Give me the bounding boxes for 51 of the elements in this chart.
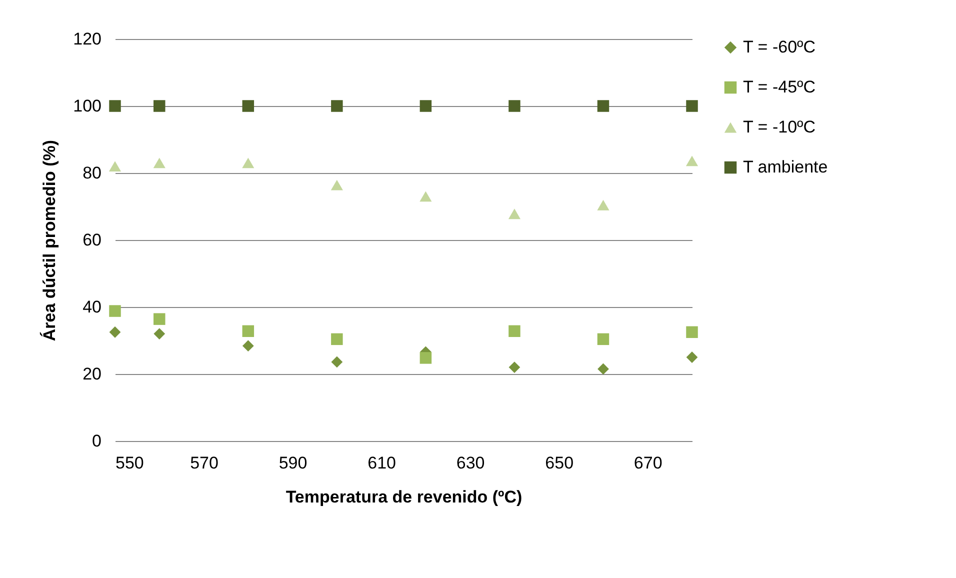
point	[597, 100, 610, 112]
point	[242, 325, 254, 337]
legend-label: T = -45ºC	[743, 78, 816, 96]
point	[597, 333, 610, 346]
y-tick-label: 60	[82, 230, 102, 250]
point	[686, 352, 698, 363]
legend-label: T = -60ºC	[743, 38, 816, 56]
point	[508, 362, 520, 373]
x-axis-title: Temperatura de revenido (ºC)	[286, 488, 522, 506]
legend-label: T ambiente	[743, 158, 828, 176]
point	[508, 325, 520, 337]
point	[108, 161, 122, 172]
point	[109, 305, 121, 317]
point	[420, 100, 432, 112]
x-tick-label: 650	[545, 454, 574, 472]
point	[331, 356, 343, 368]
x-tick-label: 630	[456, 454, 485, 472]
point	[686, 156, 698, 166]
y-axis-title: Área dúctil promedio (%)	[39, 140, 60, 342]
point	[420, 352, 432, 364]
point	[598, 363, 609, 375]
x-tick-label: 570	[190, 454, 218, 472]
point	[154, 313, 166, 325]
x-tick-label: 550	[116, 454, 144, 472]
y-tick-label: 40	[82, 298, 102, 316]
y-tick-label: 80	[82, 164, 102, 182]
point	[242, 100, 254, 112]
point	[330, 180, 343, 190]
y-tick-label: 20	[82, 364, 102, 384]
point	[153, 158, 166, 168]
point	[508, 208, 521, 220]
point	[109, 326, 121, 338]
point	[331, 100, 343, 112]
y-tick-label: 0	[92, 432, 102, 450]
point	[154, 328, 166, 340]
point	[597, 200, 610, 210]
legend-label: T = -10ºC	[743, 118, 816, 136]
x-tick-label: 610	[368, 454, 396, 472]
point	[242, 158, 254, 168]
point	[331, 333, 343, 346]
point	[508, 100, 520, 112]
point	[420, 191, 432, 202]
point	[686, 100, 698, 112]
y-tick-label: 100	[73, 96, 102, 116]
y-tick-label: 120	[73, 30, 102, 48]
point	[686, 326, 698, 338]
x-tick-label: 590	[278, 454, 308, 472]
point	[109, 100, 121, 112]
x-tick-label: 670	[634, 454, 662, 472]
point	[154, 100, 166, 112]
point	[242, 340, 254, 352]
